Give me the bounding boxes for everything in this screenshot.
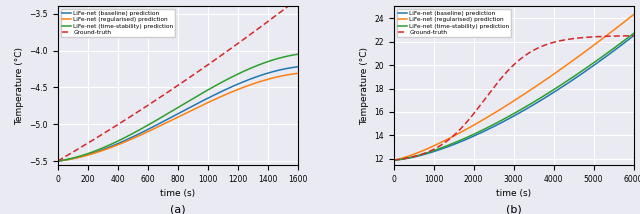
Ground-truth: [432, 147, 440, 149]
Ground-truth: [195, 70, 203, 72]
LiFe-net (time-stability) prediction: [451, 141, 459, 144]
LiFe-net (time-stability) prediction: [163, 113, 170, 116]
X-axis label: time (s): time (s): [160, 189, 195, 198]
LiFe-net (baseline) prediction: [115, 142, 123, 144]
LiFe-net (time-stability) prediction: [294, 53, 301, 56]
LiFe-net (baseline) prediction: [195, 101, 203, 104]
LiFe-net (baseline) prediction: [234, 83, 242, 85]
Ground-truth: [630, 34, 637, 37]
LiFe-net (regularised) prediction: [115, 143, 123, 146]
LiFe-net (time-stability) prediction: [531, 100, 539, 103]
LiFe-net (regularised) prediction: [163, 122, 170, 124]
Ground-truth: [570, 37, 578, 40]
Y-axis label: Temperature (°C): Temperature (°C): [15, 47, 24, 125]
LiFe-net (baseline) prediction: [54, 160, 61, 162]
Ground-truth: [54, 160, 61, 162]
Line: LiFe-net (regularised) prediction: LiFe-net (regularised) prediction: [394, 15, 634, 160]
LiFe-net (baseline) prediction: [294, 65, 301, 68]
Line: LiFe-net (time-stability) prediction: LiFe-net (time-stability) prediction: [394, 33, 634, 160]
Line: Ground-truth: Ground-truth: [394, 36, 634, 160]
Ground-truth: [531, 48, 539, 51]
Line: LiFe-net (baseline) prediction: LiFe-net (baseline) prediction: [394, 36, 634, 160]
LiFe-net (time-stability) prediction: [390, 159, 397, 161]
LiFe-net (regularised) prediction: [294, 72, 301, 75]
Line: LiFe-net (regularised) prediction: LiFe-net (regularised) prediction: [58, 73, 298, 161]
LiFe-net (time-stability) prediction: [432, 149, 440, 151]
LiFe-net (regularised) prediction: [570, 58, 578, 61]
Line: LiFe-net (baseline) prediction: LiFe-net (baseline) prediction: [58, 67, 298, 161]
Ground-truth: [214, 56, 221, 59]
LiFe-net (time-stability) prediction: [195, 94, 203, 96]
Ground-truth: [550, 41, 557, 44]
LiFe-net (regularised) prediction: [630, 13, 637, 16]
Ground-truth: [390, 159, 397, 161]
LiFe-net (time-stability) prediction: [115, 139, 123, 142]
LiFe-net (time-stability) prediction: [214, 83, 221, 86]
LiFe-net (regularised) prediction: [234, 88, 242, 91]
LiFe-net (regularised) prediction: [499, 107, 506, 110]
LiFe-net (baseline) prediction: [531, 103, 539, 105]
Text: (b): (b): [506, 204, 522, 214]
LiFe-net (time-stability) prediction: [630, 32, 637, 35]
Legend: LiFe-net (baseline) prediction, LiFe-net (regularised) prediction, LiFe-net (tim: LiFe-net (baseline) prediction, LiFe-net…: [61, 9, 175, 37]
Ground-truth: [234, 42, 242, 45]
LiFe-net (time-stability) prediction: [499, 119, 506, 121]
LiFe-net (regularised) prediction: [390, 159, 397, 161]
Text: (a): (a): [170, 204, 186, 214]
LiFe-net (time-stability) prediction: [234, 73, 242, 75]
Line: LiFe-net (time-stability) prediction: LiFe-net (time-stability) prediction: [58, 54, 298, 161]
LiFe-net (baseline) prediction: [214, 92, 221, 95]
Ground-truth: [163, 92, 170, 95]
LiFe-net (time-stability) prediction: [550, 88, 557, 91]
LiFe-net (regularised) prediction: [432, 144, 440, 146]
Y-axis label: Temperature (°C): Temperature (°C): [360, 47, 369, 125]
LiFe-net (baseline) prediction: [630, 34, 637, 37]
LiFe-net (regularised) prediction: [96, 150, 104, 153]
LiFe-net (baseline) prediction: [570, 77, 578, 80]
LiFe-net (baseline) prediction: [163, 119, 170, 121]
LiFe-net (regularised) prediction: [214, 97, 221, 99]
Ground-truth: [499, 76, 506, 78]
Line: Ground-truth: Ground-truth: [58, 0, 298, 161]
LiFe-net (baseline) prediction: [499, 121, 506, 123]
LiFe-net (time-stability) prediction: [54, 160, 61, 162]
LiFe-net (baseline) prediction: [432, 150, 440, 152]
LiFe-net (time-stability) prediction: [96, 148, 104, 150]
LiFe-net (baseline) prediction: [550, 91, 557, 94]
LiFe-net (regularised) prediction: [531, 86, 539, 88]
LiFe-net (time-stability) prediction: [570, 75, 578, 77]
X-axis label: time (s): time (s): [496, 189, 531, 198]
Ground-truth: [115, 122, 123, 125]
LiFe-net (regularised) prediction: [550, 73, 557, 75]
LiFe-net (regularised) prediction: [54, 160, 61, 162]
LiFe-net (baseline) prediction: [96, 149, 104, 152]
Ground-truth: [451, 133, 459, 135]
Ground-truth: [96, 134, 104, 137]
Legend: LiFe-net (baseline) prediction, LiFe-net (regularised) prediction, LiFe-net (tim: LiFe-net (baseline) prediction, LiFe-net…: [397, 9, 511, 37]
LiFe-net (regularised) prediction: [451, 134, 459, 137]
LiFe-net (baseline) prediction: [390, 159, 397, 161]
LiFe-net (regularised) prediction: [195, 106, 203, 108]
LiFe-net (baseline) prediction: [451, 143, 459, 145]
